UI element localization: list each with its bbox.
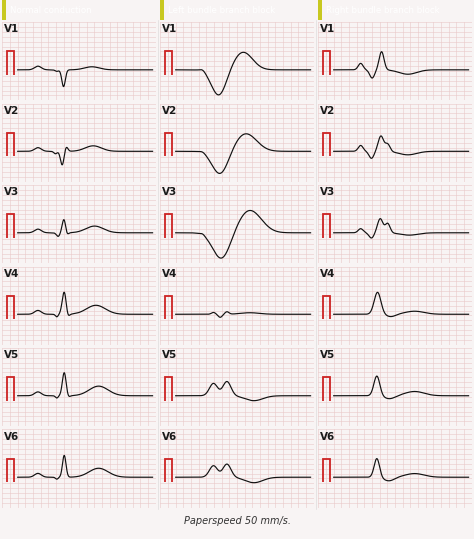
Text: V3: V3 (4, 188, 19, 197)
Text: V2: V2 (162, 106, 177, 116)
Text: V4: V4 (320, 269, 335, 279)
Bar (2, 0, 6, 20)
Text: V1: V1 (320, 24, 335, 34)
Bar (318, 0, 322, 20)
Text: Left bundle branch block: Left bundle branch block (168, 6, 275, 15)
Text: V5: V5 (320, 350, 335, 361)
Text: V4: V4 (4, 269, 19, 279)
Text: Right bundle branch block: Right bundle branch block (327, 6, 440, 15)
Text: V4: V4 (162, 269, 177, 279)
Text: V6: V6 (320, 432, 335, 442)
Text: V6: V6 (4, 432, 19, 442)
Text: V3: V3 (320, 188, 335, 197)
Text: V5: V5 (4, 350, 19, 361)
Text: V6: V6 (162, 432, 177, 442)
Text: V3: V3 (162, 188, 177, 197)
Text: V1: V1 (4, 24, 19, 34)
Text: V5: V5 (162, 350, 177, 361)
Text: Paperspeed 50 mm/s.: Paperspeed 50 mm/s. (183, 516, 291, 526)
Text: V2: V2 (320, 106, 335, 116)
Bar (160, 0, 164, 20)
Text: V2: V2 (4, 106, 19, 116)
Text: Normal conduction: Normal conduction (10, 6, 92, 15)
Text: V1: V1 (162, 24, 177, 34)
